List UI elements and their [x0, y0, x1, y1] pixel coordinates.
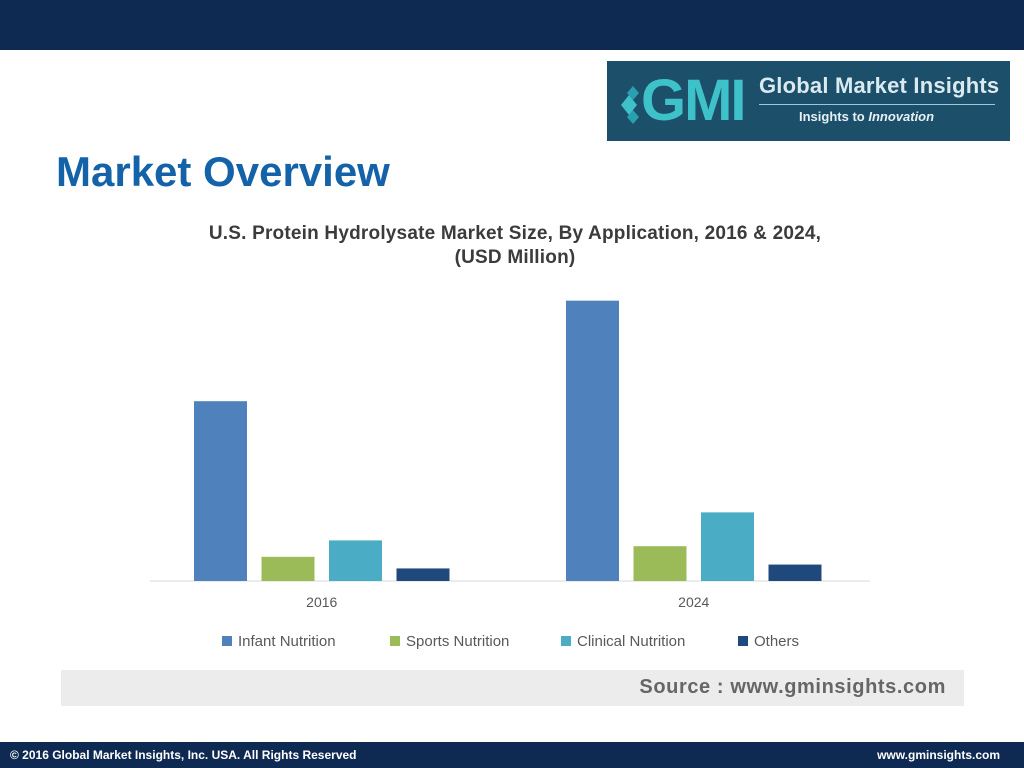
logo-mark: GMI: [641, 68, 747, 133]
source-band: Source : www.gminsights.com: [61, 670, 964, 706]
legend-label-sports-nutrition: Sports Nutrition: [406, 633, 509, 650]
logo-tagline: Insights to Innovation: [799, 109, 934, 124]
footer-bar: © 2016 Global Market Insights, Inc. USA.…: [0, 742, 1024, 768]
legend-swatch-infant-nutrition: [222, 636, 232, 646]
x-tick-label-2024: 2024: [678, 594, 709, 610]
bar-sports-nutrition-2024: [633, 546, 687, 581]
bar-clinical-nutrition-2016: [329, 540, 382, 581]
bar-others-2024: [768, 564, 822, 581]
logo-brand: Global Market Insights: [759, 73, 1000, 98]
legend-swatch-others: [738, 636, 748, 646]
legend-label-clinical-nutrition: Clinical Nutrition: [577, 633, 685, 650]
logo-tagline-prefix: Insights to: [799, 109, 869, 124]
bar-infant-nutrition-2024: [566, 300, 619, 581]
legend-swatch-sports-nutrition: [390, 636, 400, 646]
bar-clinical-nutrition-2024: [701, 512, 754, 581]
legend-label-others: Others: [754, 633, 799, 650]
website-link[interactable]: www.gminsights.com: [877, 748, 1000, 762]
logo-divider: [759, 104, 995, 105]
bar-chart: 2016 2024 Infant Nutrition Sports Nutrition…: [150, 300, 870, 650]
top-banner: [0, 0, 1024, 50]
bar-infant-nutrition-2016: [194, 401, 247, 581]
gmi-logo: GMI Global Market Insights Insights to I…: [607, 61, 1010, 141]
bar-others-2016: [396, 568, 450, 581]
x-tick-label-2016: 2016: [306, 594, 337, 610]
chart-title-line-2: (USD Million): [454, 247, 576, 268]
chart-title: U.S. Protein Hydrolysate Market Size, By…: [120, 222, 910, 270]
chart-title-line-1: U.S. Protein Hydrolysate Market Size, By…: [208, 223, 822, 244]
legend-label-infant-nutrition: Infant Nutrition: [238, 633, 336, 650]
page-title: Market Overview: [56, 148, 390, 195]
copyright-text: © 2016 Global Market Insights, Inc. USA.…: [10, 748, 357, 762]
logo-tagline-emphasis: Innovation: [868, 109, 935, 124]
bar-sports-nutrition-2016: [261, 556, 315, 581]
source-text: Source : www.gminsights.com: [639, 676, 946, 698]
legend-swatch-clinical-nutrition: [561, 636, 571, 646]
diamond-logo-icon: [621, 86, 639, 124]
